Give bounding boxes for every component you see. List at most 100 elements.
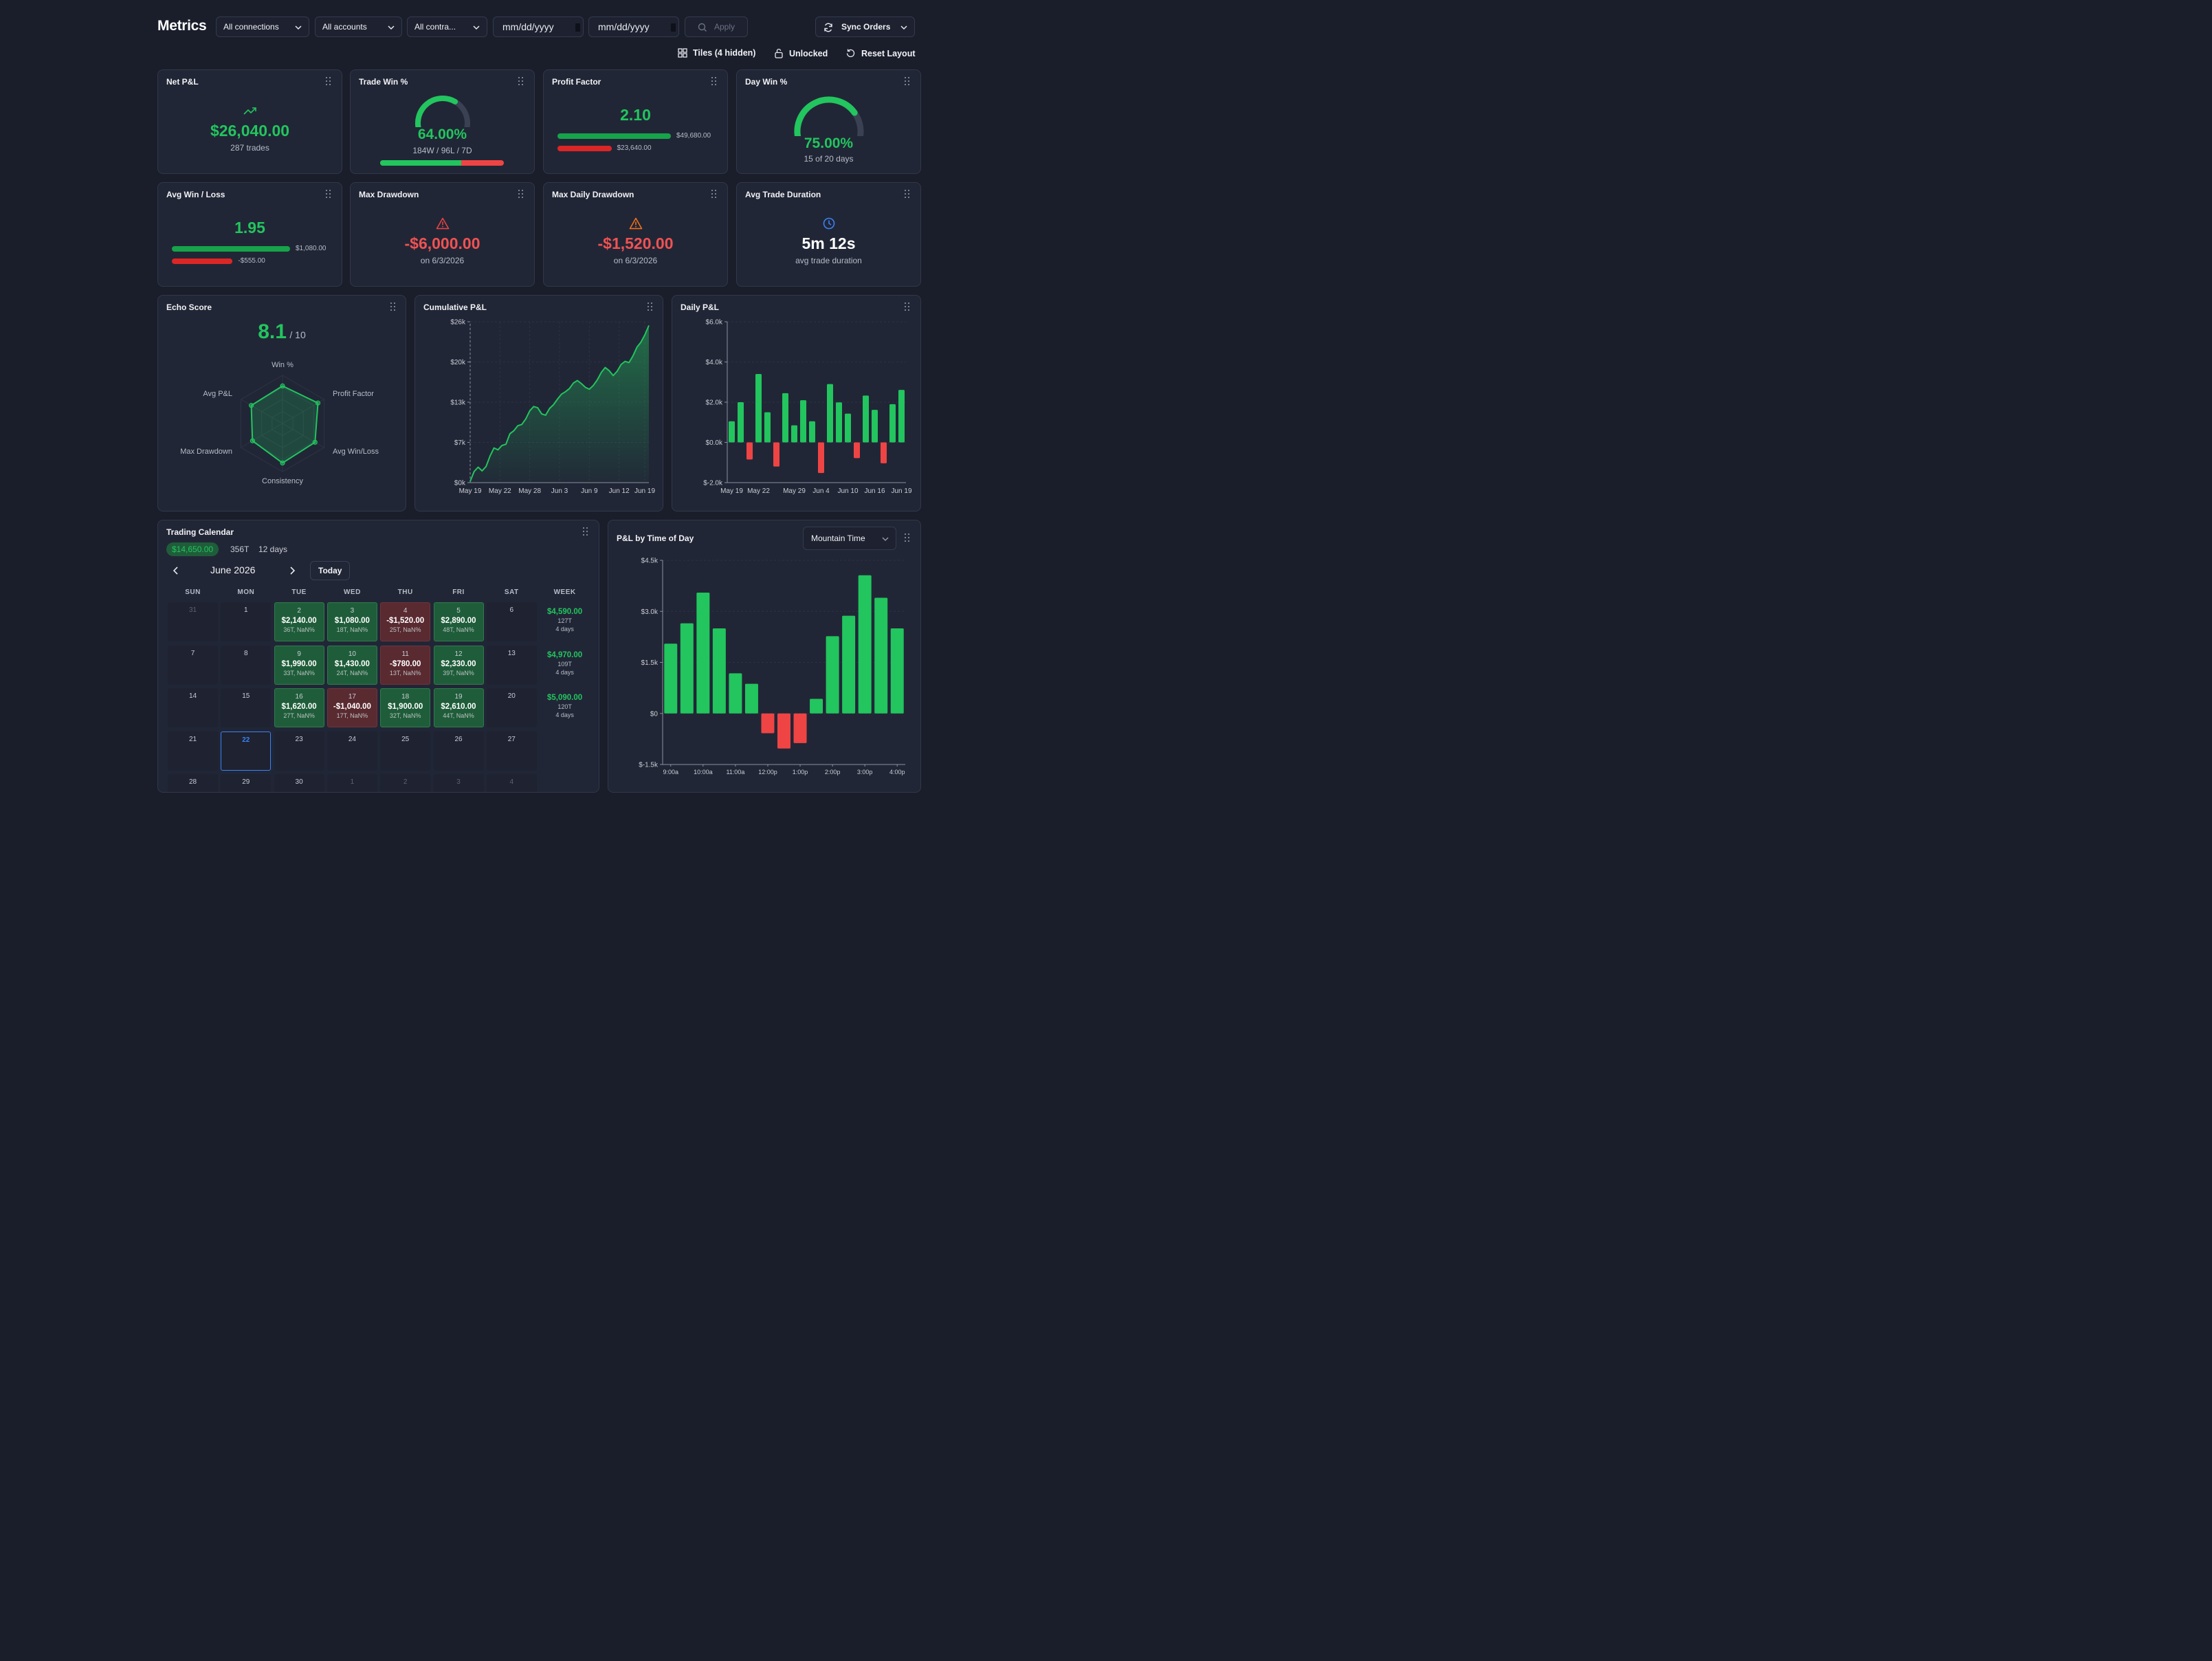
calendar-day[interactable]: 9 $1,990.00 33T, NaN%: [274, 645, 324, 685]
calendar-day[interactable]: 30: [274, 774, 324, 792]
chevron-down-icon: [882, 537, 889, 541]
echo-score-card: Echo Score 8.1 / 10 Win % Profit Factor Av…: [157, 295, 406, 512]
drag-handle-icon[interactable]: [905, 190, 910, 199]
calendar-day[interactable]: 7: [168, 645, 218, 685]
chevron-down-icon: [900, 25, 907, 30]
drag-handle-icon[interactable]: [518, 77, 524, 86]
chevron-right-icon[interactable]: [288, 566, 296, 575]
echo-score-value: 8.1: [258, 320, 287, 343]
day-number: 28: [188, 778, 197, 786]
bar: [738, 402, 744, 443]
calendar-day[interactable]: 20: [486, 688, 537, 727]
drag-handle-icon[interactable]: [905, 77, 910, 86]
max-daily-drawdown-date: on 6/3/2026: [613, 256, 658, 265]
calendar-day[interactable]: 16 $1,620.00 27T, NaN%: [274, 688, 324, 727]
day-win-sub: 15 of 20 days: [804, 154, 854, 164]
calendar-day[interactable]: 17 -$1,040.00 17T, NaN%: [327, 688, 377, 727]
calendar-day[interactable]: 12 $2,330.00 39T, NaN%: [433, 645, 484, 685]
calendar-day[interactable]: 11 -$780.00 13T, NaN%: [380, 645, 431, 685]
calendar-day[interactable]: 14: [168, 688, 218, 727]
drag-handle-icon[interactable]: [326, 77, 331, 86]
date-to-input[interactable]: mm/dd/yyyy: [588, 16, 679, 37]
calendar-day[interactable]: 28: [168, 774, 218, 792]
calendar-day[interactable]: 24: [327, 731, 377, 771]
chevron-left-icon[interactable]: [172, 566, 180, 575]
calendar-day[interactable]: 10 $1,430.00 24T, NaN%: [327, 645, 377, 685]
drag-handle-icon[interactable]: [390, 302, 396, 311]
day-stats: 18T, NaN%: [336, 626, 368, 633]
apply-button[interactable]: Apply: [685, 16, 748, 37]
calendar-day[interactable]: 31: [168, 602, 218, 641]
day-pnl: $1,620.00: [281, 703, 317, 711]
drag-handle-icon[interactable]: [648, 302, 653, 311]
calendar-day[interactable]: 27: [486, 731, 537, 771]
drag-handle-icon[interactable]: [711, 190, 717, 199]
radar-point: [280, 383, 285, 388]
radar-area: [250, 385, 319, 464]
calendar-day[interactable]: 2 $2,140.00 36T, NaN%: [274, 602, 324, 641]
y-tick-label: $7k: [454, 439, 466, 447]
calendar-day[interactable]: 8: [221, 645, 272, 685]
calendar-day[interactable]: 5 $2,890.00 48T, NaN%: [433, 602, 484, 641]
tiles-button[interactable]: Tiles (4 hidden): [678, 48, 755, 58]
calendar-day[interactable]: 15: [221, 688, 272, 727]
day-number: 2: [297, 607, 301, 615]
day-number: 5: [456, 607, 461, 615]
calendar-day[interactable]: 2: [380, 774, 431, 792]
calendar-day[interactable]: 26: [433, 731, 484, 771]
day-stats: 13T, NaN%: [389, 669, 421, 676]
drag-handle-icon[interactable]: [518, 190, 524, 199]
calendar-day[interactable]: 6: [486, 602, 537, 641]
calendar-day[interactable]: 29: [221, 774, 272, 792]
cumulative-area: [470, 325, 649, 483]
calendar-day[interactable]: 1: [221, 602, 272, 641]
timezone-select[interactable]: Mountain Time: [803, 527, 896, 550]
calendar-day[interactable]: 4: [486, 774, 537, 792]
contracts-select-label: All contra...: [414, 22, 456, 32]
search-icon: [698, 23, 707, 32]
week-trades: 120T: [557, 703, 572, 710]
y-tick-label: $1.5k: [641, 659, 659, 667]
accounts-select[interactable]: All accounts: [315, 16, 402, 37]
day-number: 8: [244, 649, 248, 657]
calendar-day[interactable]: 25: [380, 731, 431, 771]
date-from-placeholder: mm/dd/yyyy: [502, 21, 554, 32]
drag-handle-icon[interactable]: [326, 190, 331, 199]
drag-handle-icon[interactable]: [905, 534, 910, 542]
lock-toggle[interactable]: Unlocked: [774, 48, 828, 58]
calendar-day[interactable]: 3: [433, 774, 484, 792]
radar-spoke: [241, 399, 283, 424]
weekday-header: SAT: [504, 588, 519, 596]
calendar-day[interactable]: 23: [274, 731, 324, 771]
gross-profit-bar: [557, 133, 671, 139]
day-number: 22: [242, 736, 250, 744]
calendar-icon[interactable]: [671, 23, 676, 32]
radar-point: [312, 439, 318, 445]
bar: [782, 393, 788, 443]
calendar-day[interactable]: 21: [168, 731, 218, 771]
day-number: 26: [454, 735, 463, 743]
calendar-day[interactable]: 1: [327, 774, 377, 792]
calendar-icon[interactable]: [575, 23, 580, 32]
calendar-day[interactable]: 13: [486, 645, 537, 685]
calendar-day[interactable]: 18 $1,900.00 32T, NaN%: [380, 688, 431, 727]
date-from-input[interactable]: mm/dd/yyyy: [493, 16, 584, 37]
calendar-day[interactable]: 19 $2,610.00 44T, NaN%: [433, 688, 484, 727]
connections-select[interactable]: All connections: [216, 16, 309, 37]
drag-handle-icon[interactable]: [583, 527, 588, 536]
contracts-select[interactable]: All contra...: [407, 16, 487, 37]
drag-handle-icon[interactable]: [711, 77, 717, 86]
reset-layout-button[interactable]: Reset Layout: [845, 48, 916, 58]
y-tick-label: $26k: [450, 319, 466, 327]
bar: [791, 425, 797, 443]
calendar-day[interactable]: 4 -$1,520.00 25T, NaN%: [380, 602, 431, 641]
today-button[interactable]: Today: [310, 561, 351, 580]
bar: [729, 673, 742, 714]
week-pnl: $4,970.00: [547, 650, 583, 659]
calendar-day[interactable]: 22: [221, 731, 272, 771]
calendar-day[interactable]: 3 $1,080.00 18T, NaN%: [327, 602, 377, 641]
drag-handle-icon[interactable]: [905, 302, 910, 311]
sync-orders-button[interactable]: Sync Orders: [815, 16, 915, 37]
avg-win-bar: [172, 246, 290, 252]
y-tick-label: $6.0k: [706, 319, 723, 327]
